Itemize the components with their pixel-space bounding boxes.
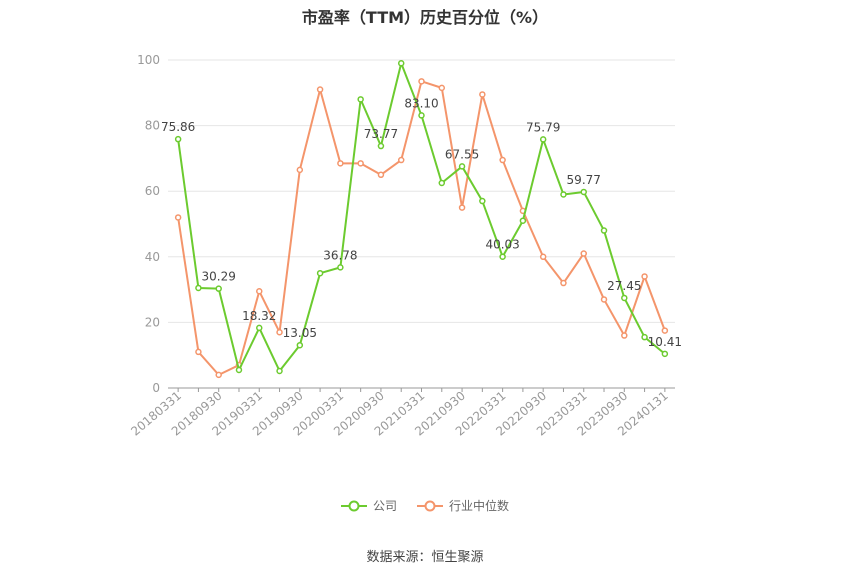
series-point	[560, 279, 567, 287]
legend-company-label: 公司	[372, 499, 397, 513]
series-point	[661, 327, 669, 334]
series-point	[357, 96, 364, 103]
series-point	[397, 60, 405, 67]
series-point	[479, 91, 486, 98]
data-label: 30.29	[202, 270, 236, 284]
series-point	[235, 366, 243, 374]
legend-item-company[interactable]: 公司	[340, 497, 397, 514]
series-point	[215, 285, 222, 292]
legend-item-industry[interactable]: 行业中位数	[417, 497, 509, 514]
data-source: 数据来源：恒生聚源	[366, 550, 484, 565]
series-point	[641, 333, 648, 341]
data-label: 36.78	[323, 248, 357, 262]
series-point	[560, 191, 567, 198]
data-label: 18.32	[242, 309, 276, 323]
series-point	[316, 86, 324, 93]
series-point	[479, 197, 486, 205]
legend-industry-label: 行业中位数	[449, 499, 510, 513]
y-tick-label: 40	[145, 250, 160, 264]
series-point	[539, 136, 547, 143]
series-point	[519, 217, 527, 224]
series-point	[539, 253, 547, 261]
series-point	[621, 294, 628, 302]
series-point	[438, 84, 446, 92]
series-point	[316, 269, 324, 277]
series-point	[377, 171, 385, 179]
data-label: 13.05	[283, 326, 317, 340]
legend-company-marker	[340, 500, 367, 511]
series-point	[418, 112, 425, 119]
series-point	[256, 287, 263, 295]
series-point	[337, 264, 344, 271]
series-point	[276, 328, 283, 336]
series-point	[174, 214, 182, 221]
y-tick-label: 0	[152, 381, 160, 395]
series-point	[276, 367, 283, 375]
series-point	[256, 324, 263, 332]
legend: 公司 行业中位数	[0, 497, 850, 514]
series-point	[580, 250, 587, 257]
series-point	[215, 371, 222, 379]
series-point	[337, 160, 344, 167]
series-point	[418, 78, 425, 85]
y-tick-label: 100	[137, 53, 160, 67]
series-point	[600, 227, 608, 234]
series-point	[499, 253, 506, 260]
series-point	[397, 156, 405, 164]
y-tick-label: 20	[145, 315, 160, 329]
data-label: 75.79	[526, 120, 560, 134]
y-tick-label: 80	[145, 119, 160, 133]
series-point	[357, 160, 364, 167]
series-point	[377, 142, 385, 150]
chart-title: 市盈率（TTM）历史百分位（%）	[301, 8, 549, 27]
y-tick-label: 60	[145, 184, 160, 198]
series-point	[499, 156, 506, 164]
series-point	[458, 204, 466, 211]
data-label: 67.55	[445, 147, 479, 161]
series-point	[600, 296, 608, 303]
series-point	[296, 166, 304, 174]
series-point	[296, 341, 304, 349]
data-label: 73.77	[364, 127, 398, 141]
data-label: 83.10	[404, 96, 438, 110]
series-point	[458, 163, 466, 170]
data-label: 75.86	[161, 120, 195, 134]
data-label: 27.45	[607, 279, 641, 293]
series-point	[621, 332, 628, 339]
legend-industry-marker	[417, 500, 443, 511]
series-point	[174, 135, 182, 143]
data-label: 40.03	[485, 238, 519, 252]
series-point	[195, 284, 202, 292]
data-label: 59.77	[567, 173, 601, 187]
series-point	[641, 273, 648, 280]
series-point	[661, 350, 669, 358]
series-point	[580, 188, 587, 196]
series-point	[438, 179, 446, 187]
series-point	[195, 348, 202, 356]
data-label: 10.41	[648, 335, 682, 349]
